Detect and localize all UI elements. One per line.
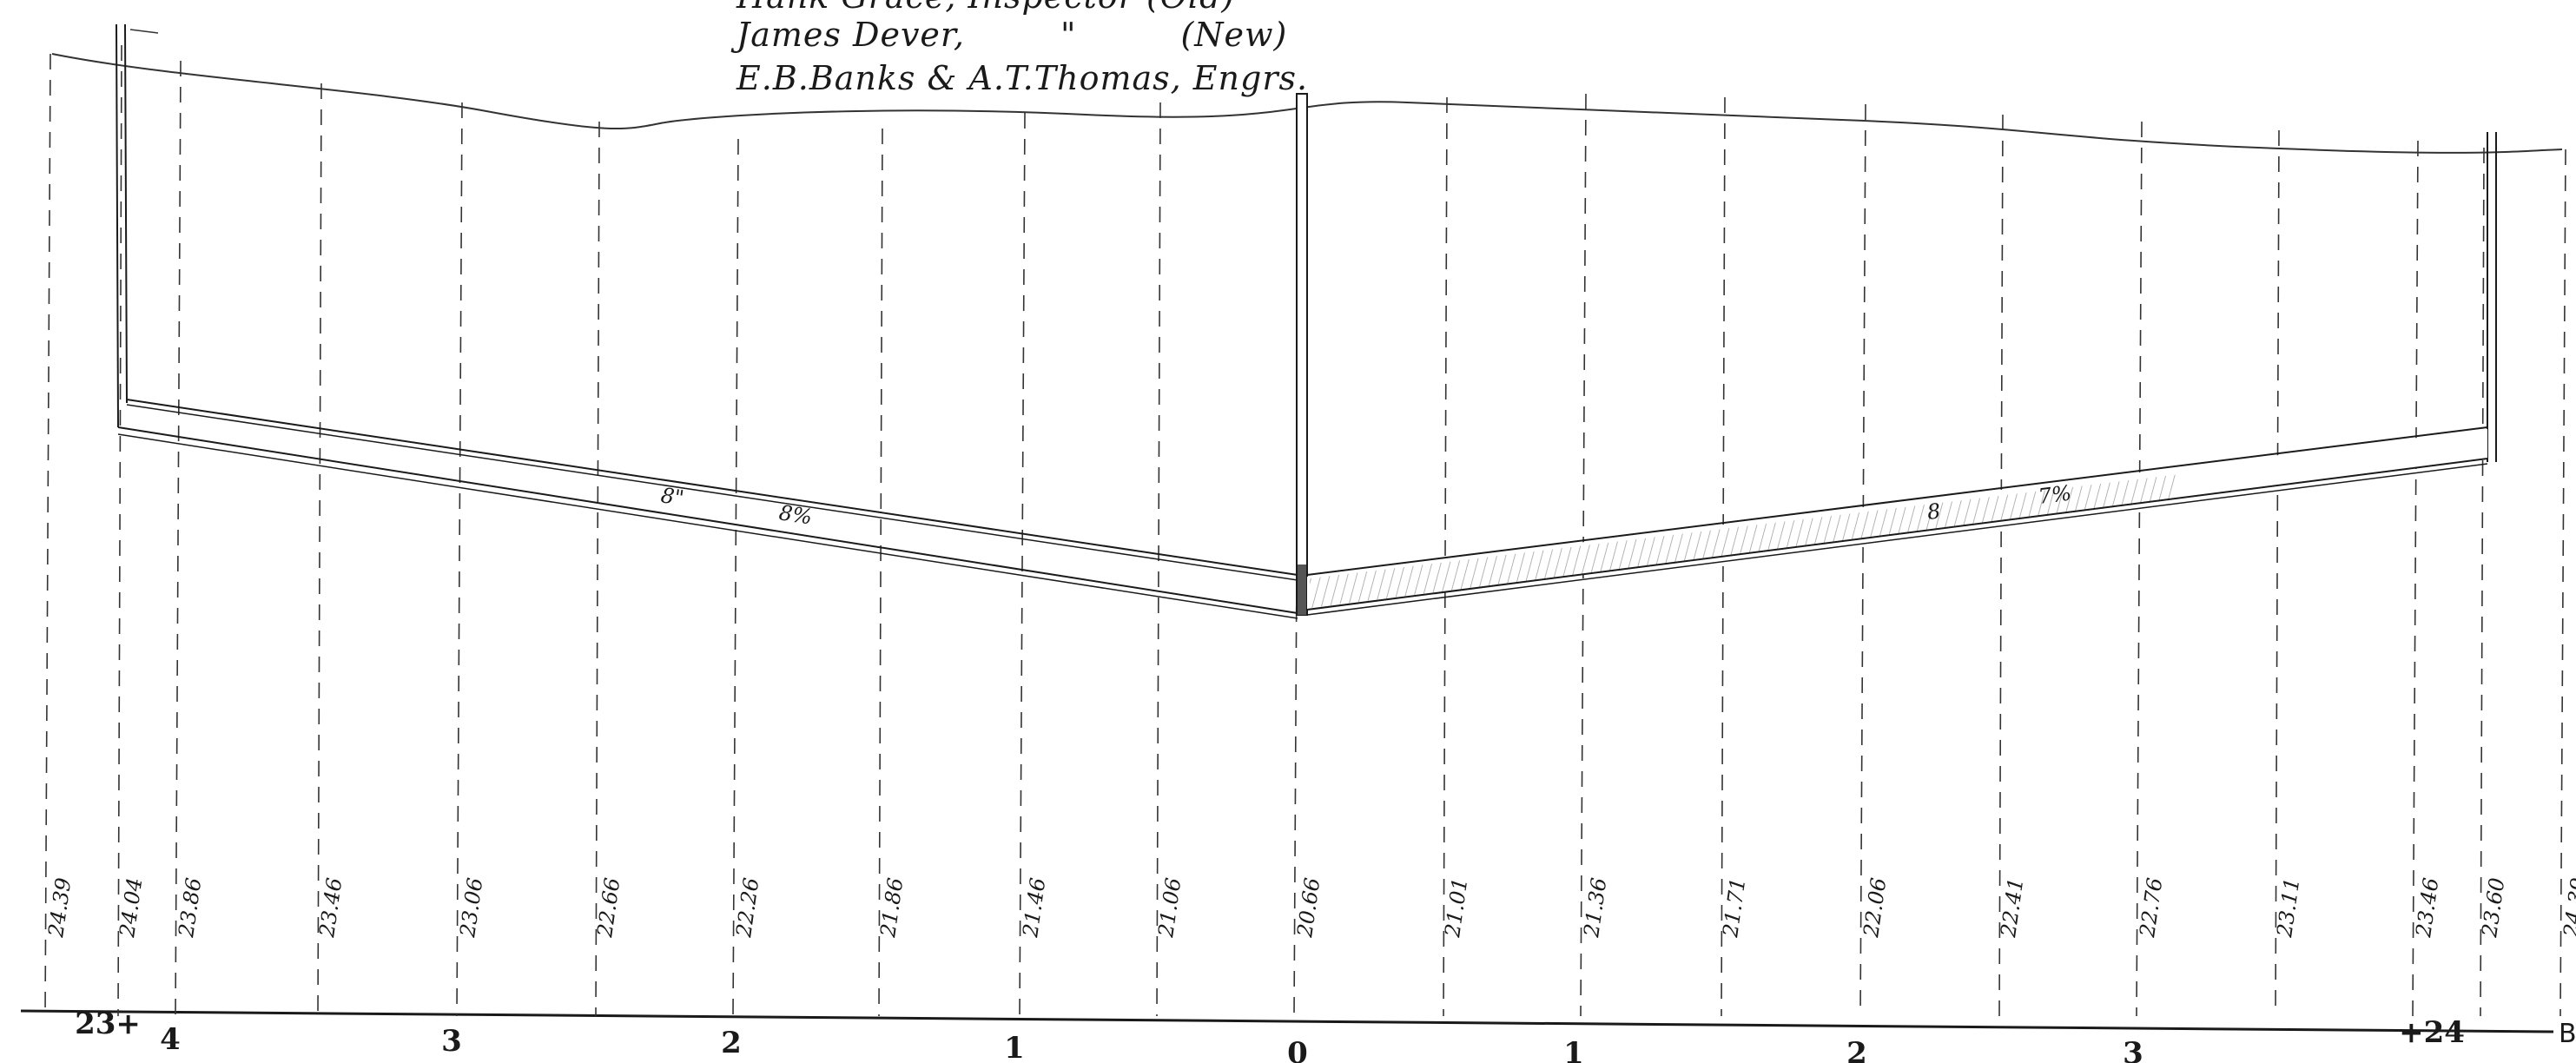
elevation-label: 23.46 (2411, 876, 2443, 940)
elevation-label: 21.86 (875, 876, 908, 940)
credit-line-inspector-old: Hank Grace, Inspector (Old) (736, 0, 1235, 16)
pipe-left-8-inch (117, 399, 1298, 619)
elevation-label: 23.86 (174, 876, 206, 940)
station-grid-line (1998, 114, 2004, 1017)
elevation-label: 21.01 (1440, 876, 1472, 940)
pipe-left-grade-label: 8% (777, 500, 814, 529)
elevation-label: 22.76 (2135, 876, 2167, 940)
station-number-label: 23+ (75, 1007, 141, 1041)
elevation-label: 21.71 (1718, 876, 1750, 940)
elevation-label: 22.06 (1859, 876, 1891, 940)
elevation-label: 24.04 (115, 876, 147, 940)
elevation-label: 23.60 (2477, 876, 2509, 940)
elevation-label: 20.66 (1292, 876, 1324, 940)
station-grid-line (317, 83, 322, 1017)
station-number-label: 4 (160, 1022, 181, 1057)
station-grid-line (732, 138, 739, 1017)
pipe-right-8-inch (1306, 426, 2488, 616)
elevation-label: 23.11 (2272, 876, 2304, 940)
pipe-right-grade-label: 7% (2037, 481, 2072, 509)
station-grid-line (878, 128, 883, 1017)
manhole-left (116, 23, 159, 428)
credit-ditto-mark: " (1060, 16, 1077, 54)
station-number-label: 1 (1004, 1031, 1025, 1063)
credit-note: (New) (1180, 16, 1288, 54)
station-grid-line (2275, 129, 2280, 1017)
station-labels: 23+ 4 3 2 1 0 1 2 3 +24 (75, 1007, 2465, 1063)
elevation-label: 22.41 (1996, 876, 2028, 940)
pipe-right-size-label: 8 (1925, 498, 1942, 525)
elevation-labels: 24.39 24.04 23.86 23.46 23.06 22.66 22.26 21.86… (43, 876, 2576, 940)
credit-line-inspector-new: James Dever, " (New) (736, 16, 1287, 54)
station-grid-line (595, 121, 600, 1017)
station-number-label: 2 (1846, 1036, 1867, 1063)
credit-name: James Dever, (736, 16, 965, 54)
station-grid-line (1721, 96, 1726, 1017)
station-grid-line (1443, 96, 1448, 1017)
station-grid-line (1859, 103, 1866, 1017)
station-grid-line (175, 60, 182, 1017)
elevation-label: 22.26 (731, 876, 763, 940)
station-grid-line (1019, 112, 1026, 1017)
station-grid-line (456, 102, 463, 1017)
elevation-label: 22.66 (592, 876, 624, 940)
station-grid-line (2412, 140, 2419, 1017)
station-number-label: 3 (441, 1024, 462, 1059)
pipe-left-size-label: 8" (659, 483, 685, 511)
station-grid-line (44, 53, 51, 1017)
station-number-label: 2 (721, 1026, 742, 1060)
datum-baseline (20, 1009, 2554, 1033)
elevation-label: 21.36 (1579, 876, 1611, 940)
station-grid-line (117, 44, 122, 1017)
elevation-label: 21.06 (1153, 876, 1186, 940)
station-number-label: 0 (1287, 1036, 1308, 1063)
manhole-center (1296, 93, 1308, 616)
station-grid-line (1580, 93, 1587, 1017)
elevation-label: 23.46 (314, 876, 347, 940)
station-grid-line (2480, 147, 2485, 1017)
manhole-right (2487, 132, 2497, 462)
station-number-label: 1 (1563, 1036, 1584, 1063)
elevation-label: 21.46 (1018, 876, 1050, 940)
credit-line-engineers: E.B.Banks & A.T.Thomas, Engrs. (736, 59, 1309, 97)
station-number-label: +24 (2399, 1015, 2465, 1050)
station-grid-line (2136, 121, 2143, 1017)
pipe-sediment-fill (1310, 474, 2180, 608)
baseline-label: B (2559, 1019, 2576, 1049)
station-grid-line (2559, 149, 2566, 1017)
elevation-label: 24.39 (43, 876, 76, 940)
station-number-label: 3 (2123, 1036, 2143, 1063)
elevation-label: 23.06 (455, 876, 487, 940)
